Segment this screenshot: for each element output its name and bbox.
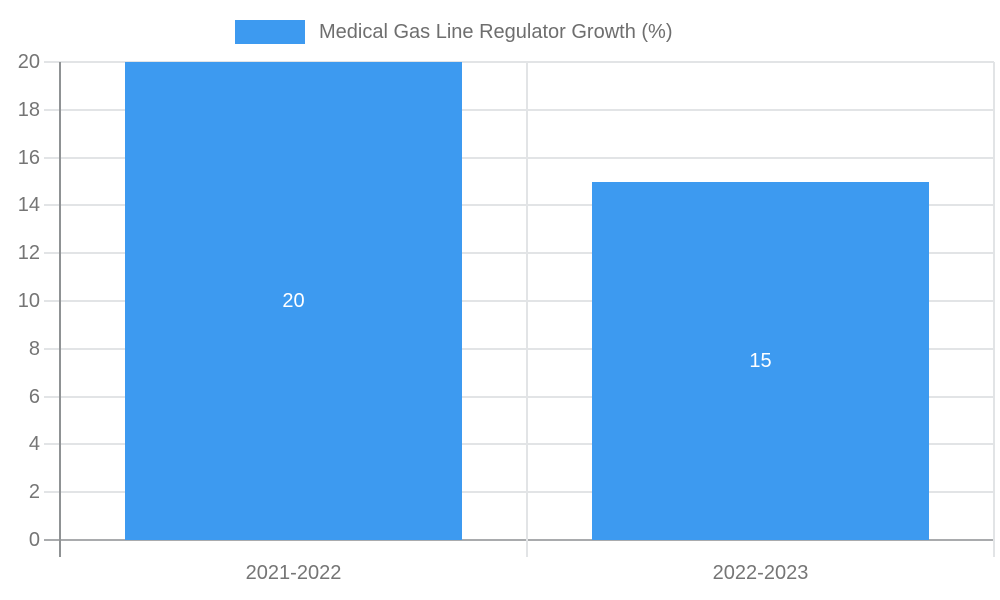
x-tick-label: 2022-2023: [712, 562, 809, 584]
gridline: [44, 491, 994, 494]
gridline: [44, 156, 994, 159]
y-tick-label: 20: [17, 51, 40, 73]
y-axis-line: [59, 62, 61, 557]
y-tick-label: 10: [17, 290, 40, 312]
bar-2021-2022[interactable]: [125, 62, 462, 540]
x-tick-label: 2021-2022: [245, 562, 342, 584]
category-separator-line: [526, 62, 528, 557]
y-tick-label: 16: [17, 146, 40, 169]
bar-value-label: 20: [282, 290, 305, 312]
gridline: [44, 300, 994, 302]
y-tick-label: 12: [17, 242, 40, 265]
plot-right-border: [993, 62, 995, 557]
legend-swatch-icon: [235, 20, 305, 44]
gridline: [44, 204, 994, 207]
y-tick-label: 0: [28, 529, 40, 551]
y-tick-label: 8: [28, 337, 40, 360]
gridline: [44, 61, 994, 63]
y-tick-label: 4: [28, 433, 40, 456]
gridline: [44, 108, 994, 111]
bar-2022-2023[interactable]: [592, 181, 929, 540]
gridline: [44, 443, 994, 446]
gridline: [44, 347, 994, 350]
gridline: [44, 252, 994, 255]
y-tick-label: 2: [28, 481, 40, 504]
gridline: [44, 395, 994, 398]
legend-label: Medical Gas Line Regulator Growth (%): [319, 20, 673, 43]
y-tick-label: 18: [17, 98, 40, 121]
bar-value-label: 15: [749, 349, 772, 372]
y-tick-label: 14: [17, 194, 40, 217]
y-tick-label: 6: [28, 385, 40, 408]
x-axis-baseline: [44, 539, 994, 541]
legend[interactable]: Medical Gas Line Regulator Growth (%): [235, 18, 672, 46]
